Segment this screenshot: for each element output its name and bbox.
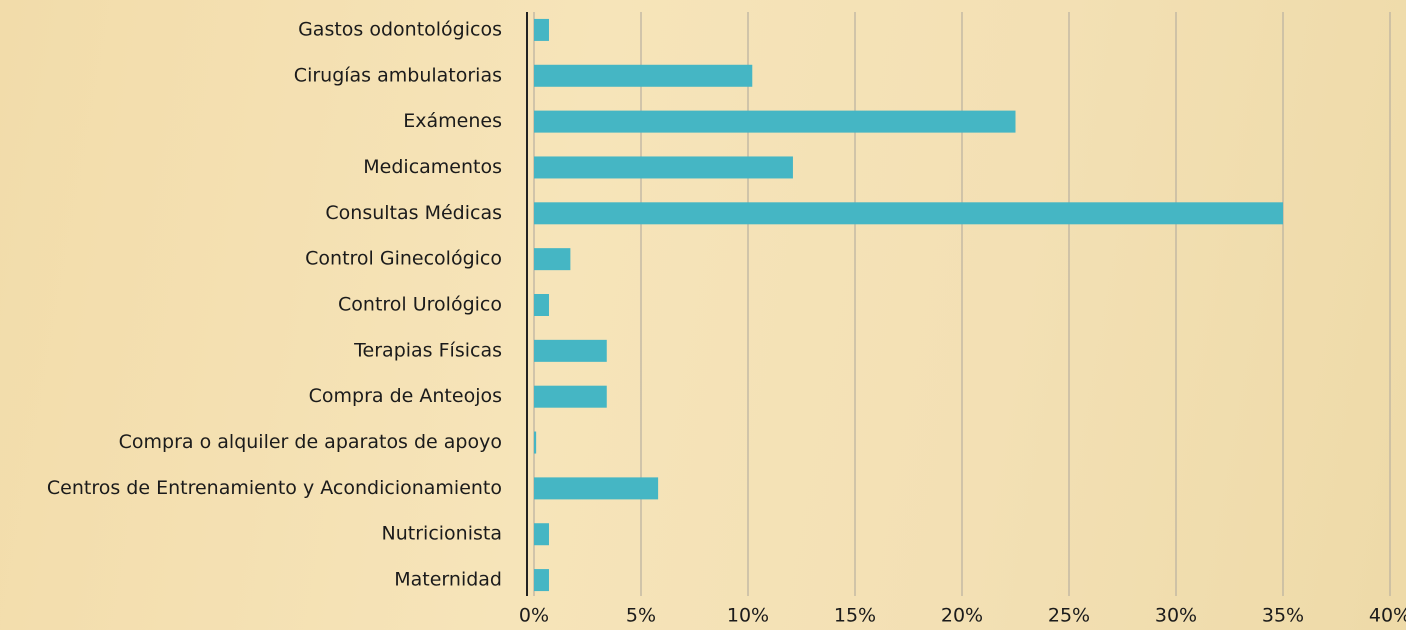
- y-tick-label: Cirugías ambulatorias: [294, 64, 502, 86]
- bar: [534, 340, 607, 362]
- y-tick-label: Medicamentos: [363, 156, 502, 178]
- y-tick-label: Compra o alquiler de aparatos de apoyo: [119, 431, 502, 453]
- bar: [534, 111, 1016, 133]
- bar: [534, 477, 658, 499]
- x-tick-label: 40%: [1369, 605, 1406, 627]
- bar: [534, 523, 549, 545]
- bar: [534, 19, 549, 41]
- chart: 0% 5% 10% 15% 20% 25% 30% 35% 40% Gastos odontoló…: [0, 0, 1406, 630]
- y-tick-label: Nutricionista: [382, 523, 502, 545]
- x-tick-label: 25%: [1048, 605, 1090, 627]
- x-tick-label: 5%: [626, 605, 656, 627]
- x-tick-label: 10%: [727, 605, 769, 627]
- bar: [534, 156, 793, 178]
- y-tick-label: Compra de Anteojos: [309, 385, 502, 407]
- bar: [534, 248, 570, 270]
- x-tick-label: 15%: [834, 605, 876, 627]
- bar: [534, 569, 549, 591]
- bar: [534, 386, 607, 408]
- y-tick-label: Centros de Entrenamiento y Acondicionami…: [47, 477, 502, 499]
- bar: [534, 65, 752, 87]
- x-tick-label: 35%: [1262, 605, 1304, 627]
- y-tick-label: Control Ginecológico: [305, 248, 502, 270]
- bar: [534, 294, 549, 316]
- y-tick-label: Consultas Médicas: [325, 202, 502, 224]
- y-tick-label: Exámenes: [403, 110, 502, 132]
- y-tick-label: Control Urológico: [338, 294, 502, 316]
- x-tick-label: 20%: [941, 605, 983, 627]
- bar: [534, 202, 1283, 224]
- y-tick-label: Maternidad: [394, 569, 502, 591]
- x-tick-label: 30%: [1155, 605, 1197, 627]
- y-tick-label: Terapias Físicas: [353, 339, 502, 361]
- y-tick-label: Gastos odontológicos: [298, 18, 502, 40]
- bar: [534, 432, 536, 454]
- x-tick-label: 0%: [519, 605, 549, 627]
